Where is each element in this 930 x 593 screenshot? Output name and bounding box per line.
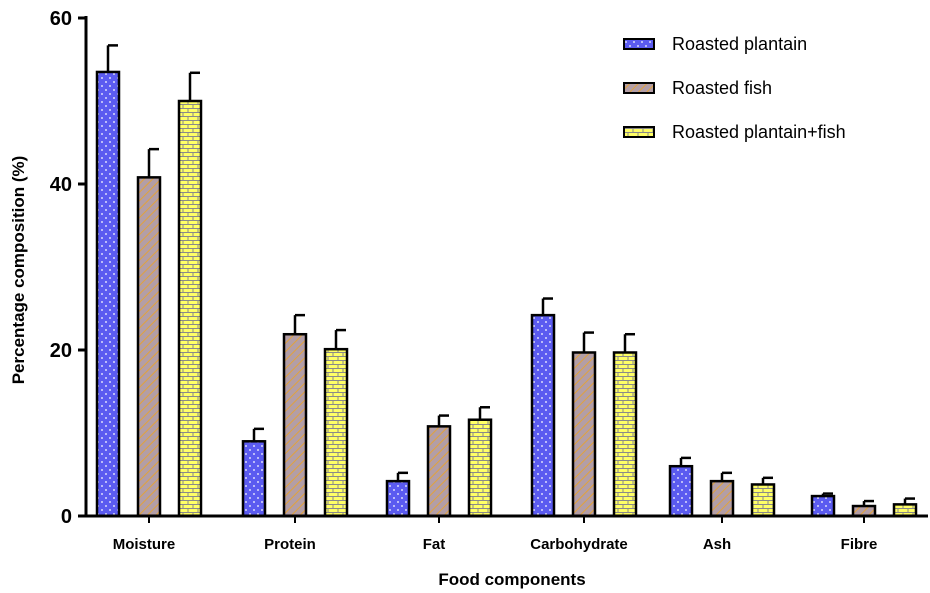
y-tick-label: 60 — [50, 8, 72, 30]
bar — [323, 347, 349, 518]
y-tick-label: 0 — [61, 506, 72, 528]
bar — [530, 313, 556, 518]
x-axis-title: Food components — [438, 570, 585, 589]
ticks-layer: 0 20 40 60 — [50, 8, 865, 528]
bar — [892, 503, 918, 518]
category-label: Protein — [264, 536, 316, 553]
legend-swatch — [623, 126, 655, 138]
bar — [282, 332, 308, 518]
axes-layer — [84, 16, 928, 518]
category-label: Ash — [703, 536, 731, 553]
category-label: Fibre — [841, 536, 878, 553]
legend-label: Roasted plantain — [672, 34, 807, 54]
category-label: Fat — [423, 536, 446, 553]
legend: Roasted plantain Roasted fish Roasted plan… — [623, 34, 846, 142]
category-labels: Moisture Protein Fat Carbohydrate Ash Fibre — [113, 536, 878, 553]
bar — [810, 494, 836, 518]
category-label: Carbohydrate — [530, 536, 628, 553]
y-tick-label: 20 — [50, 340, 72, 362]
legend-swatch — [623, 82, 655, 94]
bar — [467, 418, 493, 518]
bar — [709, 479, 735, 518]
legend-swatch — [623, 38, 655, 50]
bar — [177, 99, 203, 518]
bar — [668, 464, 694, 518]
legend-label: Roasted plantain+fish — [672, 122, 846, 142]
y-axis-title: Percentage composition (%) — [9, 156, 28, 385]
bar — [385, 479, 411, 518]
bar — [136, 176, 162, 518]
bar — [571, 351, 597, 518]
y-tick-label: 40 — [50, 174, 72, 196]
bar — [612, 351, 638, 518]
category-label: Moisture — [113, 536, 176, 553]
bar — [426, 425, 452, 518]
bar — [241, 440, 267, 518]
bar — [95, 70, 121, 518]
bars-layer — [95, 44, 918, 518]
bar — [750, 483, 776, 518]
legend-label: Roasted fish — [672, 78, 772, 98]
